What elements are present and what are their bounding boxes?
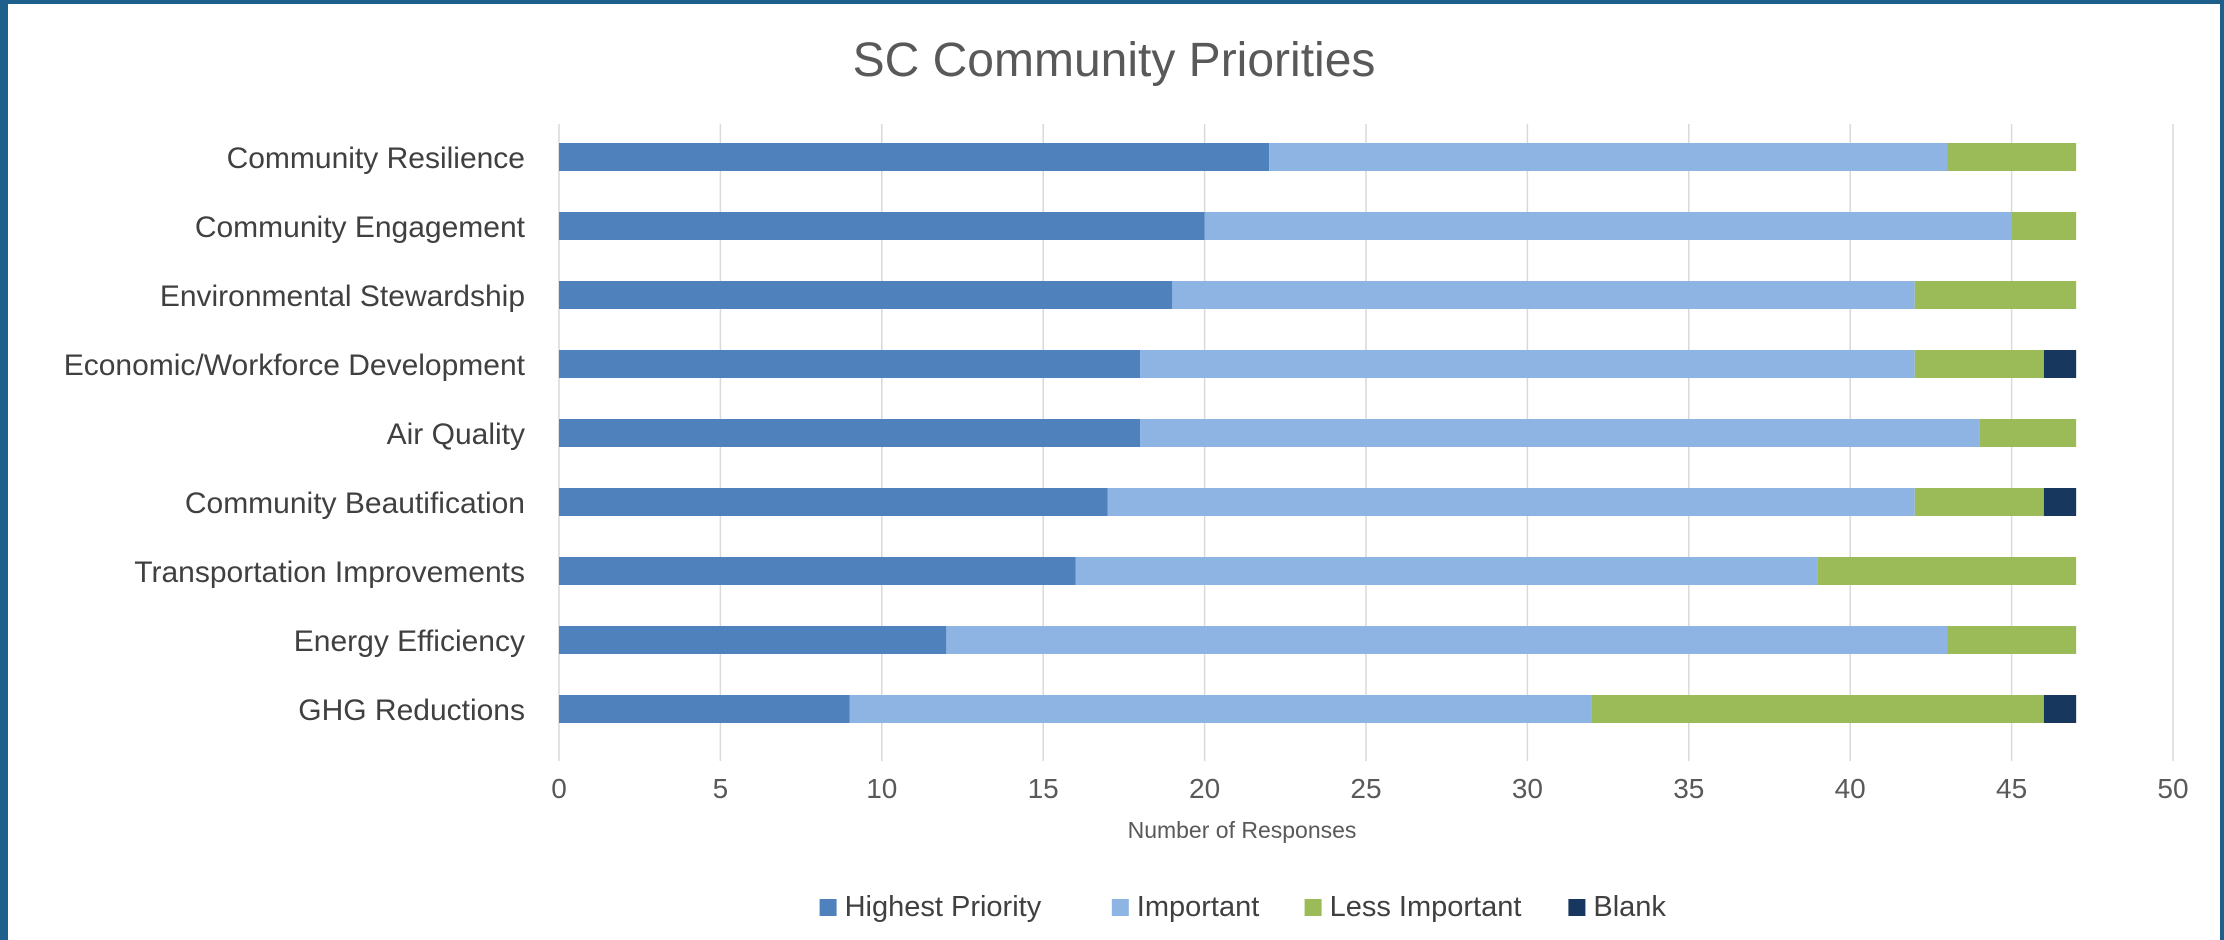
category-label: GHG Reductions [298, 694, 525, 727]
bar-segment [2043, 350, 2077, 378]
category-label: Environmental Stewardship [160, 280, 525, 313]
legend-swatch [1568, 899, 1586, 916]
bar-segment [1979, 419, 2077, 447]
x-tick-labels: 0 5 10 15 20 25 30 35 40 45 50 [551, 773, 2188, 804]
legend-label: Blank [1593, 891, 1666, 923]
x-tick-label: 20 [1189, 773, 1220, 804]
category-label: Community Beautification [185, 487, 525, 520]
x-tick-label: 35 [1673, 773, 1704, 804]
bar-segment [2043, 488, 2077, 516]
category-label: Energy Efficiency [294, 625, 525, 658]
bar-segment [559, 488, 1108, 516]
legend-swatch [1304, 899, 1322, 916]
bars [559, 143, 2077, 723]
bar-segment [559, 419, 1141, 447]
category-label: Community Resilience [227, 142, 525, 175]
x-tick-label: 0 [551, 773, 567, 804]
x-tick-label: 40 [1835, 773, 1866, 804]
bar-segment [559, 695, 850, 723]
x-tick-label: 5 [713, 773, 729, 804]
legend-label: Highest Priority [845, 891, 1042, 923]
bar-segment [1914, 281, 2077, 309]
legend-label: Important [1137, 891, 1260, 923]
chart-frame: SC Community Priorities Community Resili… [8, 4, 2220, 940]
legend-swatch [1111, 899, 1129, 916]
category-label: Air Quality [387, 418, 525, 451]
x-tick-label: 25 [1350, 773, 1381, 804]
bar-segment [1817, 557, 2077, 585]
bar-segment [946, 626, 1948, 654]
bar-segment [1075, 557, 1818, 585]
bar-segment [559, 212, 1205, 240]
x-tick-label: 10 [866, 773, 897, 804]
bar-segment [849, 695, 1592, 723]
bar-segment [1914, 488, 2044, 516]
category-label: Transportation Improvements [134, 556, 525, 589]
bar-segment [1947, 143, 2077, 171]
bar-segment [1107, 488, 1915, 516]
x-tick-label: 15 [1028, 773, 1059, 804]
x-axis-title: Number of Responses [1128, 817, 1357, 843]
legend-label: Less Important [1330, 891, 1522, 923]
legend: Highest Priority Important Less Important B… [819, 891, 1666, 923]
bar-segment [559, 350, 1141, 378]
x-tick-label: 30 [1512, 773, 1543, 804]
bar-segment [2011, 212, 2077, 240]
category-labels: Community Resilience Community Engagement… [64, 142, 526, 727]
bar-segment [1140, 350, 1915, 378]
legend-swatch [819, 899, 837, 916]
chart-title: SC Community Priorities [853, 34, 1376, 87]
bar-segment [1140, 419, 1980, 447]
bar-segment [1269, 143, 1948, 171]
bar-segment [1914, 350, 2044, 378]
bar-segment [559, 557, 1076, 585]
x-tick-label: 45 [1996, 773, 2027, 804]
x-tick-label: 50 [2157, 773, 2188, 804]
bar-segment [559, 626, 947, 654]
bar-segment [1947, 626, 2077, 654]
bar-segment [1591, 695, 2044, 723]
bar-segment [559, 281, 1173, 309]
bar-segment [1172, 281, 1915, 309]
stacked-bar-chart: SC Community Priorities Community Resili… [64, 34, 2189, 923]
category-label: Community Engagement [195, 211, 526, 244]
bar-segment [2043, 695, 2077, 723]
bar-segment [559, 143, 1270, 171]
category-label: Economic/Workforce Development [64, 349, 526, 382]
bar-segment [1204, 212, 2012, 240]
